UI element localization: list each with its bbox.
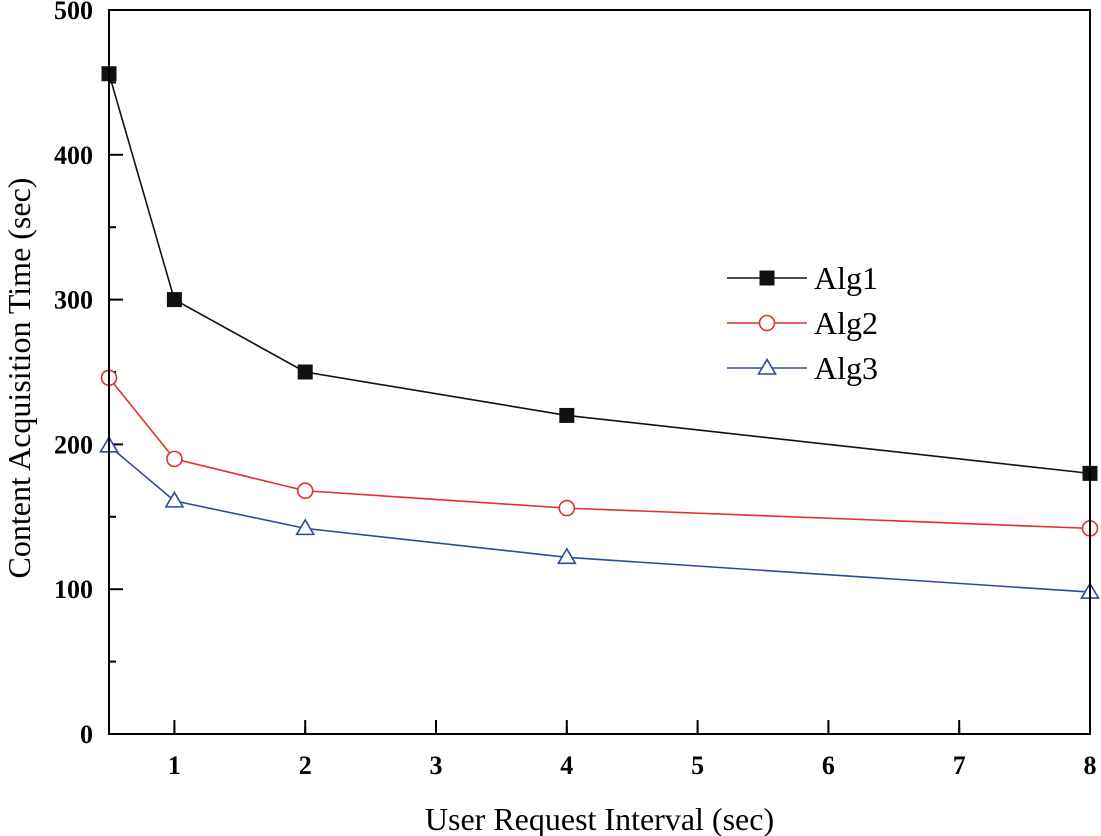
x-tick-label: 8 [1084,751,1097,780]
series-alg2 [100,369,1099,537]
y-tick-label: 0 [80,720,93,749]
legend-item-alg3: Alg3 [727,350,878,386]
x-tick-label: 6 [822,751,835,780]
data-point-alg2 [558,499,576,517]
series-alg1 [101,66,1098,481]
data-point-alg2 [296,482,314,500]
legend-label-alg2: Alg2 [814,305,878,341]
y-tick-label: 400 [54,141,93,170]
series-alg3 [99,435,1100,599]
legend-item-alg2: Alg2 [727,305,878,341]
legend-marker-alg1 [759,270,775,286]
plot-frame [108,9,1091,735]
x-tick-label: 3 [430,751,443,780]
y-tick-label: 500 [54,0,93,25]
data-point-alg3 [295,518,316,536]
y-axis-title: Content Acquisition Time (sec) [1,178,37,579]
data-point-alg1 [297,364,313,380]
legend-item-alg1: Alg1 [727,260,878,296]
legend-marker-alg3 [757,357,777,375]
legend-label-alg1: Alg1 [814,260,878,296]
x-tick-label: 4 [560,751,573,780]
axis-ticks [109,9,1091,735]
series-layer [99,66,1100,599]
series-line-alg2 [108,377,1091,530]
y-tick-label: 200 [54,430,93,459]
legend-label-alg3: Alg3 [814,350,878,386]
tick-labels: 1 2 3 4 5 6 7 8 0 100 200 300 400 500 [54,0,1097,780]
data-point-alg3 [164,490,185,508]
x-axis-title: User Request Interval (sec) [425,801,774,836]
x-tick-label: 5 [691,751,704,780]
legend-marker-alg2 [758,314,776,332]
x-tick-label: 1 [168,751,181,780]
data-point-alg3 [556,547,577,565]
x-tick-label: 7 [953,751,966,780]
y-tick-label: 300 [54,286,93,315]
series-line-alg1 [108,73,1091,475]
data-point-alg1 [559,407,575,423]
data-point-alg2 [166,450,183,468]
series-line-alg3 [108,445,1091,593]
legend: Alg1 Alg2 Alg3 [727,260,878,386]
x-tick-label: 2 [299,751,312,780]
y-tick-label: 100 [54,575,93,604]
data-point-alg1 [166,292,182,308]
